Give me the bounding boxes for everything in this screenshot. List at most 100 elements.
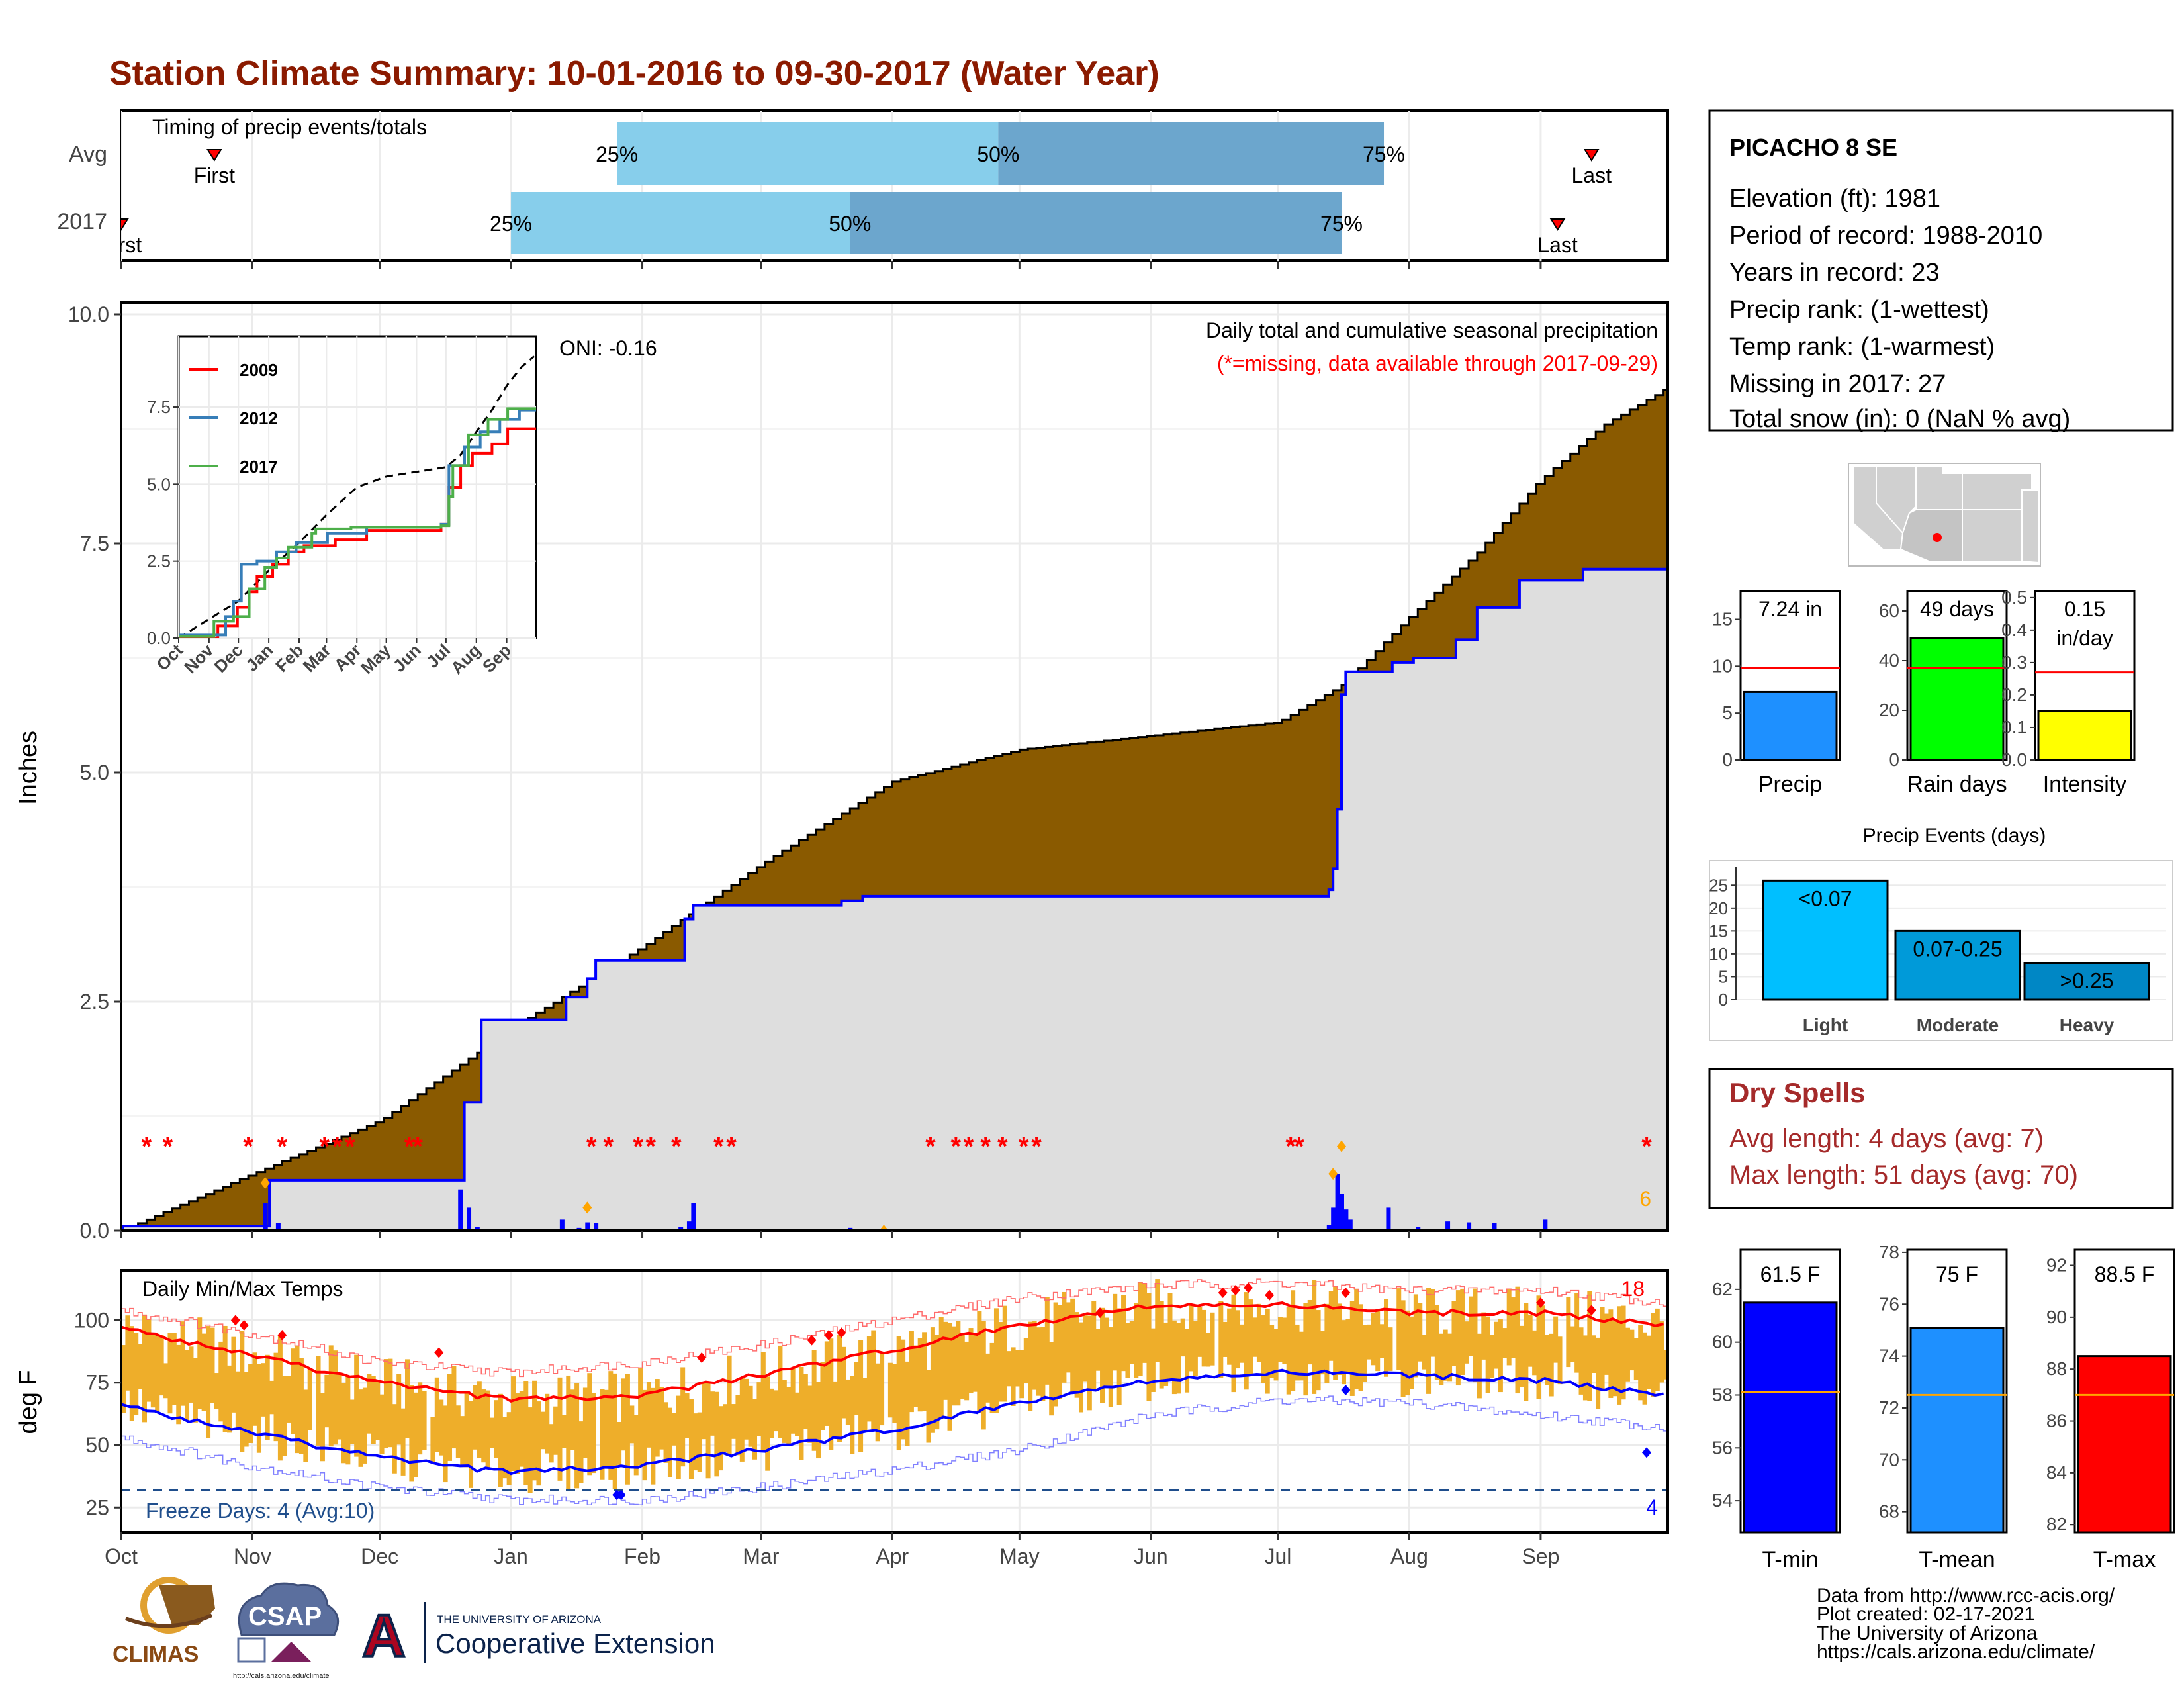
mini-bar-y-tick-label: 0.3 — [2001, 652, 2027, 673]
daily-temp-range-bar — [1180, 1318, 1185, 1357]
daily-temp-range-bar — [273, 1352, 279, 1442]
daily-temp-range-bar — [947, 1323, 952, 1431]
daily-temp-range-bar — [1002, 1305, 1007, 1402]
station-line-years: Years in record: 23 — [1729, 259, 1940, 287]
record-high-marker — [697, 1352, 707, 1363]
daily-temp-range-bar — [464, 1392, 469, 1468]
daily-precip-bar — [585, 1222, 590, 1231]
daily-temp-range-bar — [709, 1391, 715, 1436]
missing-day-marker: * — [277, 1132, 288, 1161]
daily-temp-range-bar — [286, 1376, 291, 1423]
precip-panel: * * * * * * * ** * * * * * * * * * * * * * * ** * 0.02.55.07.51… — [15, 261, 1669, 1243]
daily-temp-range-bar — [1298, 1331, 1304, 1381]
temp-summary-bar — [1743, 1301, 1838, 1534]
inset-lines — [179, 355, 536, 638]
daily-precip-bar — [1492, 1223, 1497, 1231]
daily-precip-bar — [475, 1227, 480, 1231]
daily-temp-range-bar — [1113, 1293, 1118, 1371]
daily-temp-range-bar — [1062, 1291, 1067, 1383]
precip-panel-frame — [120, 301, 1669, 1232]
daily-temp-range-bar — [469, 1401, 474, 1488]
temp-summary-y-tick-label: 90 — [2046, 1307, 2067, 1327]
daily-temp-range-bar — [934, 1335, 940, 1430]
month-tick-label: Dec — [361, 1544, 398, 1568]
missing-day-marker: * — [1294, 1132, 1304, 1161]
daily-temp-range-bar — [1320, 1331, 1325, 1375]
daily-temp-range-bar — [515, 1393, 520, 1474]
daily-temp-range-bar — [642, 1389, 647, 1481]
missing-day-marker: * — [142, 1132, 152, 1161]
daily-temp-range-bar — [956, 1321, 961, 1406]
month-tick-label: Jun — [1134, 1544, 1168, 1568]
daily-temp-range-bar — [142, 1314, 148, 1423]
record-high-marker — [434, 1347, 444, 1358]
state-texas — [2021, 489, 2039, 564]
csap-logo: CSAP http://cals.arizona.edu/climate — [233, 1582, 340, 1680]
daily-temp-range-bar — [718, 1406, 723, 1471]
daily-temp-range-bar — [646, 1382, 651, 1448]
daily-temp-range-bar — [129, 1326, 134, 1421]
daily-temp-range-bar — [930, 1327, 935, 1433]
month-tick-label: Sep — [1522, 1544, 1559, 1568]
daily-temp-range-bar — [1053, 1302, 1058, 1407]
max-precip-marker — [1336, 1140, 1346, 1152]
daily-temp-range-bar — [1235, 1310, 1240, 1369]
precip-areas — [121, 389, 1668, 1231]
daily-temp-range-bar — [422, 1391, 427, 1450]
daily-temp-range-bar — [295, 1345, 300, 1454]
credit-line-url: https://cals.arizona.edu/climate/ — [1817, 1641, 2095, 1663]
daily-temp-range-bar — [439, 1399, 444, 1456]
daily-temp-range-bar — [1540, 1305, 1545, 1379]
precip-y-tick-label: 7.5 — [80, 532, 109, 555]
daily-temp-range-bar — [1142, 1284, 1148, 1363]
daily-temp-range-bar — [926, 1370, 931, 1443]
temp-summary-y-tick-label: 92 — [2046, 1255, 2067, 1276]
station-line-temp-rank: Temp rank: (1-warmest) — [1729, 333, 1995, 361]
record-low-marker — [616, 1489, 626, 1501]
daily-temp-range-bar — [1485, 1316, 1490, 1393]
precip-event-bar-label: 0.07-0.25 — [1913, 937, 2002, 961]
locator-map — [1848, 463, 2041, 567]
daily-temp-range-bar — [1095, 1329, 1101, 1371]
daily-temp-range-bar — [638, 1368, 643, 1466]
daily-precip-bar — [1339, 1194, 1344, 1231]
daily-temp-range-bar — [189, 1346, 194, 1403]
daily-temp-range-bar — [1252, 1317, 1257, 1357]
daily-temp-range-bar — [1138, 1282, 1143, 1376]
temp-summary-y-tick-label: 72 — [1879, 1397, 1899, 1418]
missing-day-marker: * — [633, 1132, 643, 1161]
daily-temp-range-bar — [790, 1368, 796, 1434]
precip-event-bar-label: >0.25 — [2060, 969, 2114, 993]
daily-temp-range-bar — [1655, 1308, 1660, 1391]
daily-precip-bar — [1335, 1174, 1340, 1231]
station-info-frame — [1708, 109, 2174, 432]
mini-bar-y-tick-label: 0.4 — [2001, 620, 2027, 640]
temp-summary-value-label: 61.5 F — [1760, 1262, 1821, 1286]
daily-temp-range-bar — [905, 1361, 910, 1446]
temp-summary-y-tick-label: 70 — [1879, 1449, 1899, 1470]
mini-bar-y-tick-label: 20 — [1879, 700, 1899, 720]
daily-temp-range-bar — [578, 1421, 584, 1483]
daily-temp-range-bar — [1185, 1329, 1190, 1393]
daily-temp-range-bar — [968, 1328, 974, 1393]
daily-temp-range-bar — [481, 1389, 486, 1463]
daily-temp-range-bar — [1108, 1327, 1113, 1407]
daily-temp-range-bar — [1663, 1350, 1668, 1380]
daily-temp-range-bar — [532, 1380, 537, 1481]
daily-temp-range-bar — [795, 1392, 800, 1436]
temp-summary-category-label: T-max — [2093, 1547, 2156, 1572]
record-high-marker — [1218, 1287, 1228, 1298]
station-line-period: Period of record: 1988-2010 — [1729, 222, 2042, 250]
daily-temp-range-bar — [494, 1400, 499, 1458]
daily-temp-range-bar — [1434, 1305, 1439, 1380]
daily-temp-range-bar — [523, 1381, 529, 1485]
daily-temp-range-bar — [125, 1315, 130, 1391]
daily-temp-range-bar — [917, 1338, 923, 1412]
mini-bar-category-label: Precip — [1758, 772, 1822, 797]
daily-temp-range-bar — [265, 1354, 270, 1440]
daily-temp-range-bar — [197, 1317, 203, 1409]
precip-event-bar — [1894, 929, 2021, 1001]
daily-precip-bar — [1343, 1209, 1349, 1231]
inset-y-tick-label: 0.0 — [147, 628, 171, 648]
inset-y-tick-label: 5.0 — [147, 474, 171, 494]
